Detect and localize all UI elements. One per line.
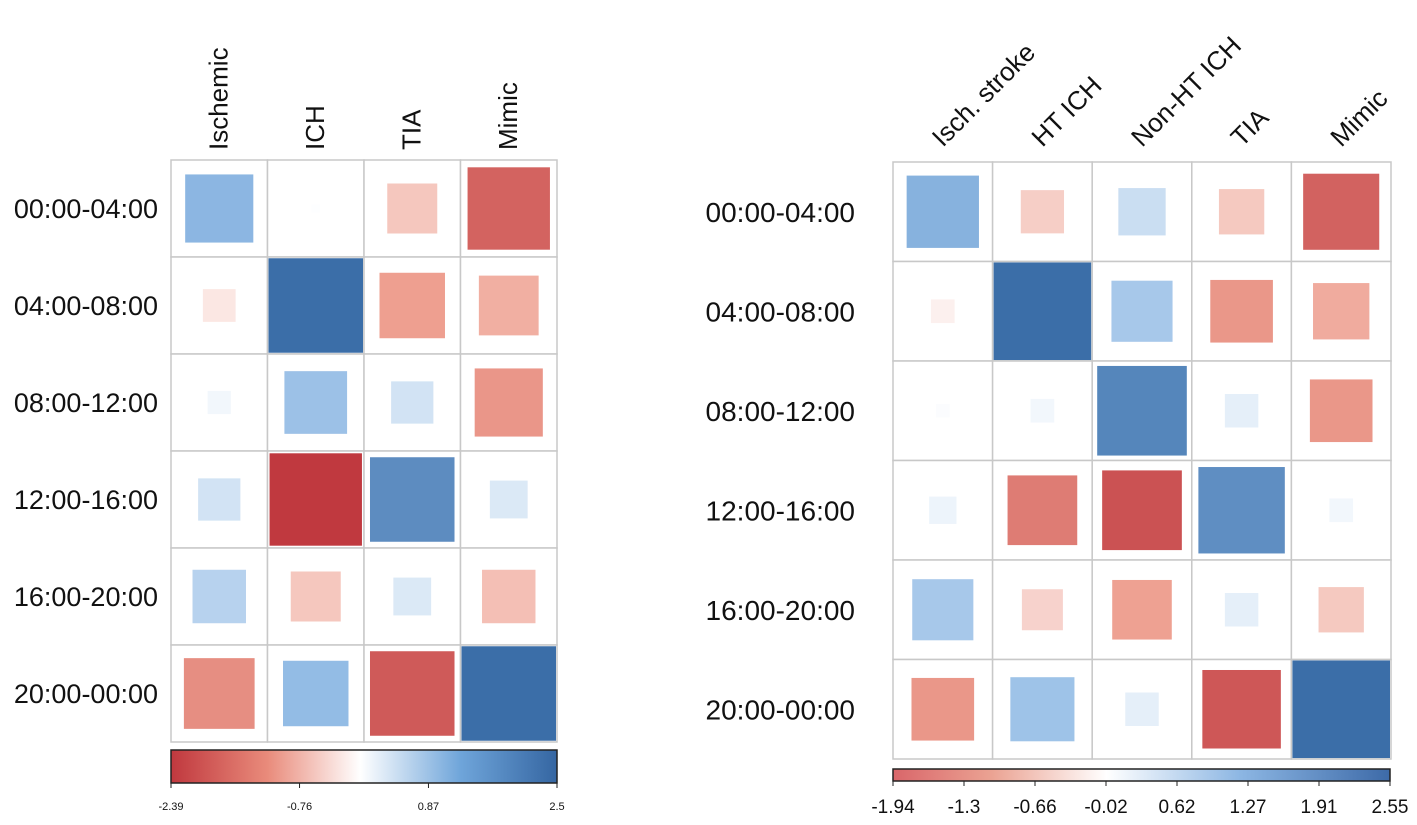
colorbar-tick-label: -0.76 xyxy=(287,801,312,813)
heatmap-square xyxy=(283,660,349,727)
row-label: 08:00-12:00 xyxy=(706,396,855,427)
heatmap-square xyxy=(482,569,536,624)
heatmap-square xyxy=(1112,579,1172,640)
heatmap-square xyxy=(202,289,236,322)
heatmap-square xyxy=(290,571,341,622)
row-label: 00:00-04:00 xyxy=(14,194,158,224)
heatmap-square xyxy=(269,453,362,546)
column-label: Isch. stroke xyxy=(926,37,1041,152)
heatmap-square xyxy=(467,167,550,250)
heatmap-square xyxy=(929,496,957,524)
heatmap-square xyxy=(391,381,434,424)
heatmap-square xyxy=(912,579,974,641)
column-label: ICH xyxy=(300,105,330,150)
heatmap-square xyxy=(1292,660,1390,759)
heatmap-square xyxy=(478,275,539,336)
row-label: 16:00-20:00 xyxy=(706,595,855,626)
heatmap-square xyxy=(474,368,543,437)
colorbar xyxy=(892,768,1391,782)
column-label: HT ICH xyxy=(1025,70,1107,152)
heatmap-square xyxy=(911,677,975,741)
grid-cell xyxy=(459,256,558,355)
heatmap-square xyxy=(1102,470,1182,551)
colorbar-tick-label: 0.62 xyxy=(1159,797,1196,818)
row-label: 12:00-16:00 xyxy=(14,485,158,515)
heatmap-square xyxy=(935,403,950,418)
heatmap-square xyxy=(1224,593,1259,627)
heatmap-square xyxy=(369,651,455,736)
colorbar xyxy=(170,749,558,784)
column-label: TIA xyxy=(396,109,426,150)
heatmap-square xyxy=(1313,283,1370,340)
heatmap-square xyxy=(930,299,955,324)
row-label: 08:00-12:00 xyxy=(14,388,158,418)
row-label: 16:00-20:00 xyxy=(14,582,158,612)
heatmap-square xyxy=(1020,190,1065,234)
heatmap-square xyxy=(1303,173,1380,250)
colorbar-tick-label: -2.39 xyxy=(158,801,183,813)
heatmap-square xyxy=(906,175,979,248)
heatmap-square xyxy=(1007,475,1078,546)
colorbar-tick-label: -1.94 xyxy=(871,797,915,818)
colorbar-tick-label: 2.5 xyxy=(549,801,564,813)
heatmap-square xyxy=(387,183,438,234)
heatmap-square xyxy=(461,646,556,741)
chart-2-heatmap: 00:00-04:00 04:00-08:00 08:00-12:00 12:00-1… xyxy=(706,30,1409,818)
column-label: TIA xyxy=(1225,102,1275,152)
heatmap-square xyxy=(1021,589,1063,631)
colorbar-tick-label: -1.3 xyxy=(948,797,981,818)
heatmap-square xyxy=(1111,280,1173,342)
heatmap-square xyxy=(1030,398,1055,423)
column-label: Mimic xyxy=(493,82,523,150)
heatmap-square xyxy=(198,478,241,521)
heatmap-square xyxy=(185,174,254,243)
heatmap-square xyxy=(1218,189,1265,235)
heatmap-square xyxy=(489,480,528,519)
heatmap-square xyxy=(1309,379,1373,443)
colorbar-tick-label: -0.66 xyxy=(1013,797,1056,818)
heatmap-square xyxy=(1118,188,1166,236)
heatmap-square xyxy=(268,258,363,353)
heatmap-square xyxy=(1318,587,1364,633)
row-label: 20:00-00:00 xyxy=(706,694,855,725)
colorbar-tick-label: 0.87 xyxy=(418,801,439,813)
heatmap-square xyxy=(1329,498,1354,523)
chart-1-heatmap: 00:00-04:00 04:00-08:00 08:00-12:00 12:00-1… xyxy=(14,47,565,813)
heatmap-square xyxy=(993,262,1092,361)
colorbar-tick-label: 2.55 xyxy=(1372,797,1409,818)
heatmap-square xyxy=(379,272,445,339)
row-label: 04:00-08:00 xyxy=(14,291,158,321)
heatmap-square xyxy=(1125,692,1159,726)
heatmap-square xyxy=(207,390,231,415)
heatmap-square xyxy=(1210,279,1273,343)
heatmap-square xyxy=(1202,669,1281,749)
row-label: 00:00-04:00 xyxy=(706,197,855,228)
colorbar-tick-label: -0.02 xyxy=(1084,797,1127,818)
colorbar-tick-label: 1.27 xyxy=(1230,797,1267,818)
heatmap-square xyxy=(1198,467,1285,554)
heatmap-square xyxy=(393,577,432,616)
heatmap-square xyxy=(183,658,255,729)
heatmap-square xyxy=(1097,365,1187,456)
heatmap-square xyxy=(192,569,246,624)
row-label: 04:00-08:00 xyxy=(706,296,855,327)
row-label: 20:00-00:00 xyxy=(14,679,158,709)
heatmap-square xyxy=(1010,677,1075,742)
heatmap-square xyxy=(1224,394,1259,428)
column-label: Mimic xyxy=(1324,83,1393,152)
colorbar-tick-label: 1.91 xyxy=(1301,797,1338,818)
column-label: Ischemic xyxy=(203,47,233,150)
heatmap-square xyxy=(311,204,320,213)
heatmap-square xyxy=(369,457,455,542)
heatmap-square xyxy=(284,371,348,434)
row-label: 12:00-16:00 xyxy=(706,495,855,526)
